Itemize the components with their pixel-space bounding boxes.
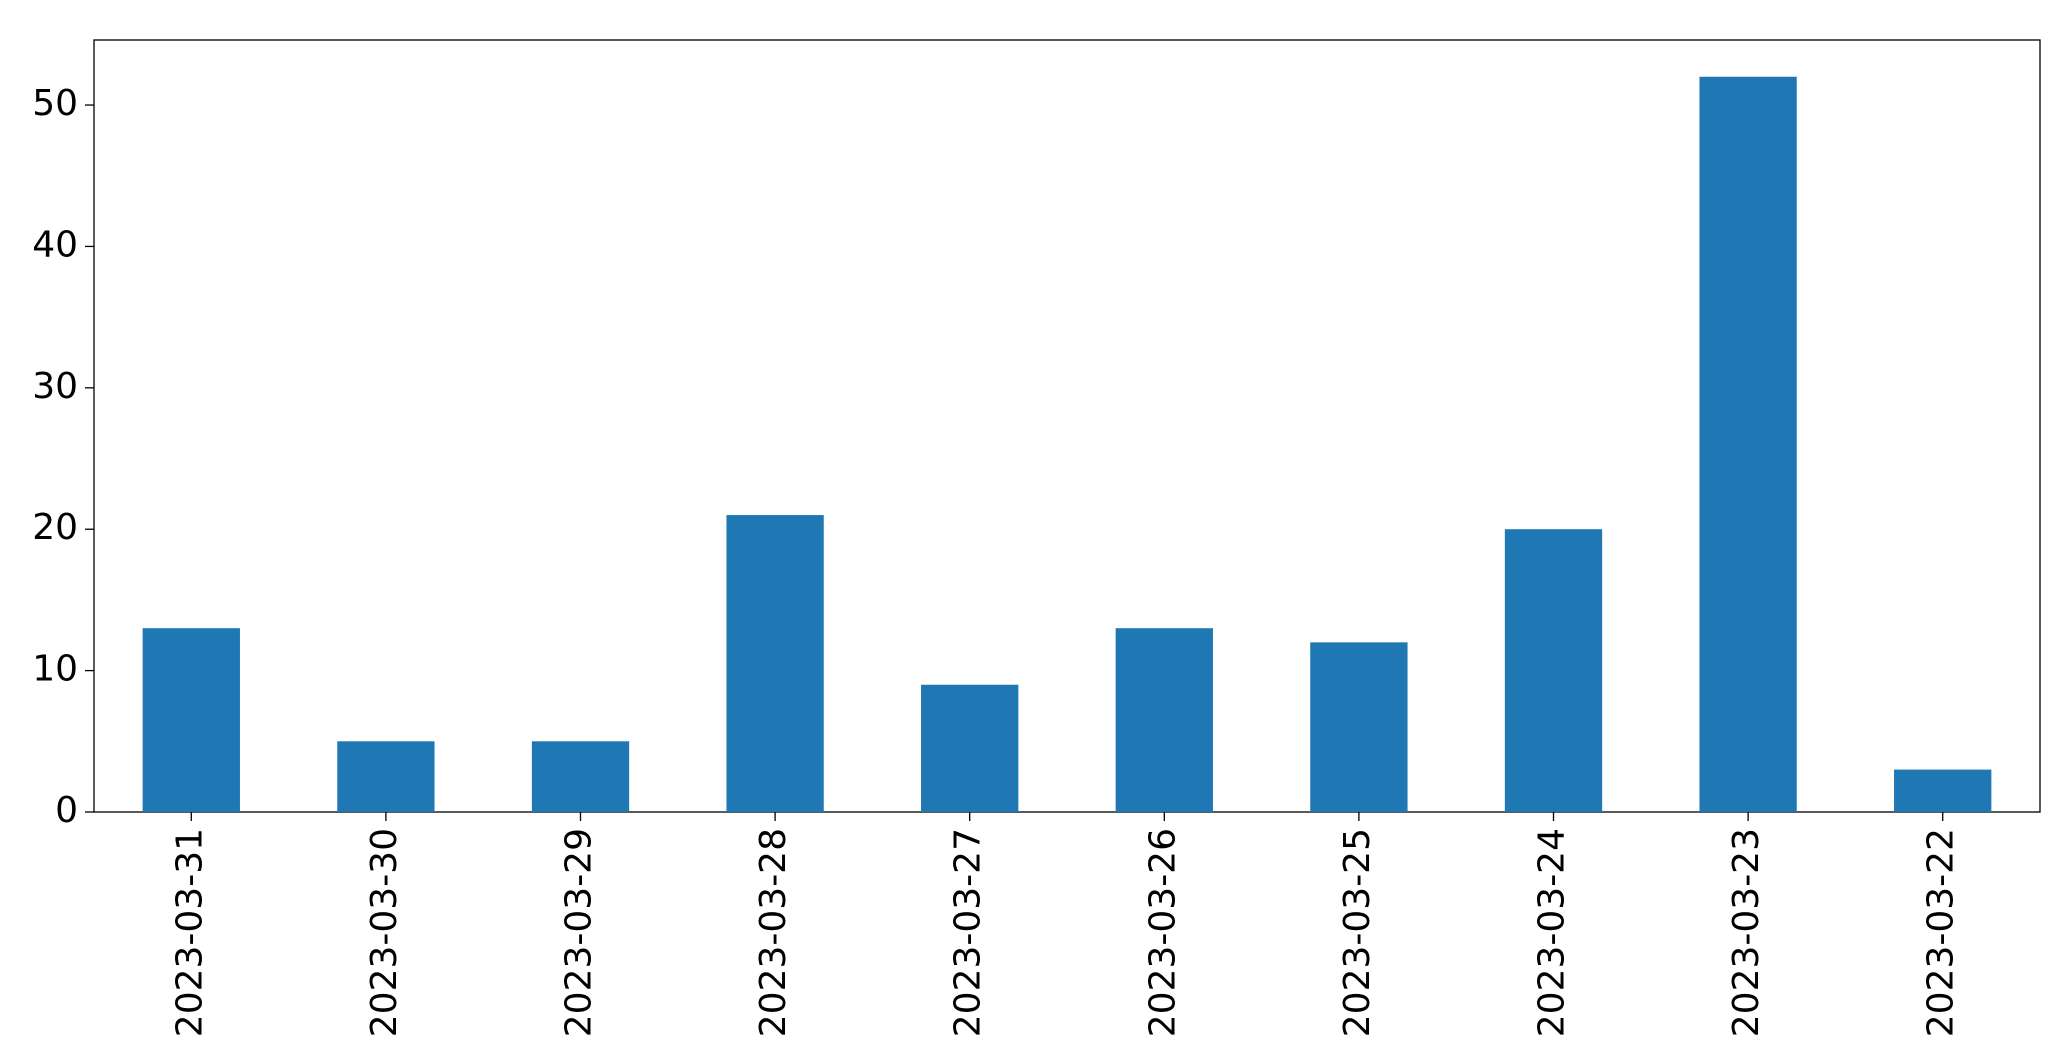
bar — [1115, 628, 1213, 812]
bar — [1894, 769, 1992, 812]
y-tick-label: 20 — [32, 507, 78, 548]
x-tick-label: 2023-03-26 — [1142, 828, 1183, 1037]
bar — [1310, 642, 1408, 812]
bar — [142, 628, 240, 812]
y-tick-label: 10 — [32, 649, 78, 690]
x-tick-label: 2023-03-27 — [948, 828, 989, 1037]
plot-frame — [93, 39, 2041, 813]
x-tick-label: 2023-03-23 — [1726, 828, 1767, 1037]
bar — [531, 741, 630, 812]
x-tick-label: 2023-03-31 — [169, 828, 210, 1037]
bar — [1504, 529, 1603, 812]
x-tick-label: 2023-03-22 — [1921, 828, 1962, 1037]
y-tick-label: 30 — [32, 366, 78, 407]
bar — [1699, 76, 1797, 812]
x-tick-label: 2023-03-29 — [559, 828, 600, 1037]
x-tick-label: 2023-03-30 — [364, 828, 405, 1037]
bar — [921, 684, 1019, 812]
x-tick-label: 2023-03-25 — [1337, 828, 1378, 1037]
y-tick-label: 50 — [32, 83, 78, 124]
y-tick-label: 40 — [32, 224, 78, 265]
x-tick-label: 2023-03-24 — [1532, 828, 1573, 1037]
bar — [337, 741, 435, 812]
bar — [726, 515, 824, 812]
y-tick-label: 0 — [55, 790, 78, 831]
x-tick-label: 2023-03-28 — [753, 828, 794, 1037]
